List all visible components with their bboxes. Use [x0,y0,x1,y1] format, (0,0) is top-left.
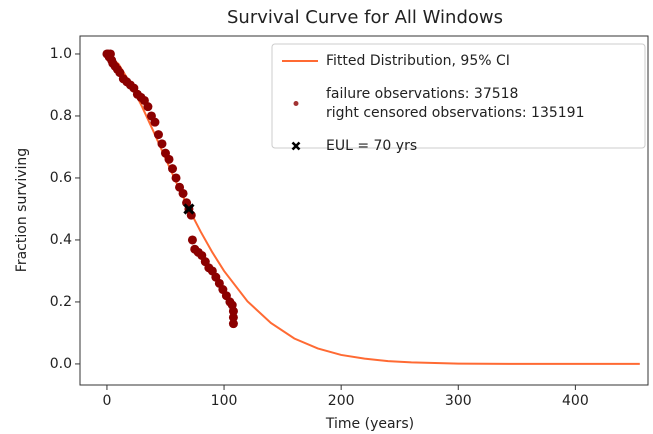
legend-swatch [291,141,301,151]
observation-point [143,102,153,112]
observation-point [153,130,163,140]
y-tick-label: 0.8 [50,108,72,124]
observation-point [228,306,238,316]
legend-swatch [293,101,299,106]
y-tick-label: 1.0 [50,46,72,62]
plot-frame [79,35,649,386]
y-axis-label: Fraction surviving [14,148,30,272]
observation-point [228,312,238,322]
observation-point [171,173,181,183]
eul-marker [183,203,195,215]
legend-box [271,43,646,149]
chart-title: Survival Curve for All Windows [227,7,503,28]
x-tick-label: 0 [102,393,111,409]
y-tick-label: 0.2 [50,294,72,310]
observation-point [187,235,197,245]
observation-point [228,319,238,329]
observation-point [178,188,188,198]
x-tick-label: 200 [328,393,355,409]
y-tick-label: 0.4 [50,232,72,248]
x-tick-label: 100 [211,393,238,409]
x-tick-label: 300 [445,393,472,409]
observation-point [157,139,167,149]
y-tick-label: 0.6 [50,170,72,186]
x-axis-label: Time (years) [325,416,414,432]
legend: Fitted Distribution, 95% CI failure obser… [271,43,646,154]
legend-label: failure observations: 37518 [326,86,518,102]
observation-point [168,164,178,174]
fitted-curve [106,53,640,365]
observation-point [164,154,174,164]
legend-label: EUL = 70 yrs [326,138,417,154]
x-tick-label: 400 [562,393,589,409]
legend-label: right censored observations: 135191 [326,105,585,121]
y-tick-label: 0.0 [50,356,72,372]
legend-label: Fitted Distribution, 95% CI [326,53,510,69]
observation-point [150,117,160,127]
